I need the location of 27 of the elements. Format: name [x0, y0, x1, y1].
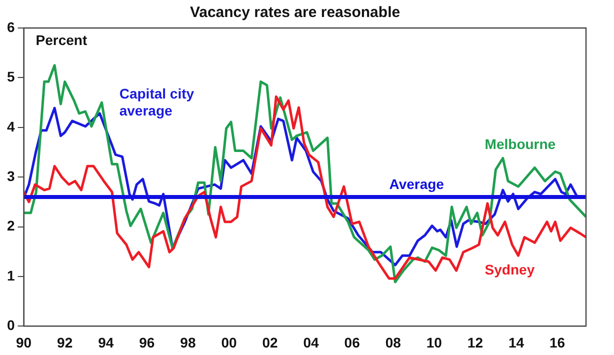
y-tick-label: 0 — [6, 317, 15, 334]
series-label: Sydney — [484, 261, 535, 278]
x-tick-label: 90 — [16, 334, 32, 350]
x-tick-label: 94 — [98, 334, 114, 350]
x-tick-label: 06 — [344, 334, 360, 350]
x-tick-label: 98 — [180, 334, 196, 350]
x-tick-label: 14 — [508, 334, 524, 350]
x-tick-label: 16 — [549, 334, 566, 350]
x-tick-label: 12 — [467, 334, 484, 350]
x-tick-label: 10 — [426, 334, 442, 350]
x-tick-label: 02 — [262, 334, 278, 350]
y-tick-label: 2 — [6, 218, 15, 234]
chart-title: Vacancy rates are reasonable — [190, 4, 400, 22]
y-tick-label: 3 — [6, 168, 15, 184]
x-tick-label: 96 — [139, 334, 155, 350]
series-label: Capital city average — [119, 86, 194, 118]
y-axis-title: Percent — [36, 32, 88, 48]
y-tick-label: 5 — [6, 68, 15, 85]
y-tick-label: 4 — [6, 118, 15, 134]
ref-line-label: Average — [389, 176, 444, 192]
x-tick-label: 92 — [57, 334, 73, 350]
x-tick-label: 00 — [221, 334, 237, 350]
y-tick-label: 6 — [6, 18, 15, 35]
series-label: Melbourne — [484, 136, 556, 152]
y-tick-label: 1 — [6, 267, 15, 284]
x-tick-label: 08 — [385, 334, 402, 350]
x-tick-label: 04 — [303, 334, 320, 350]
